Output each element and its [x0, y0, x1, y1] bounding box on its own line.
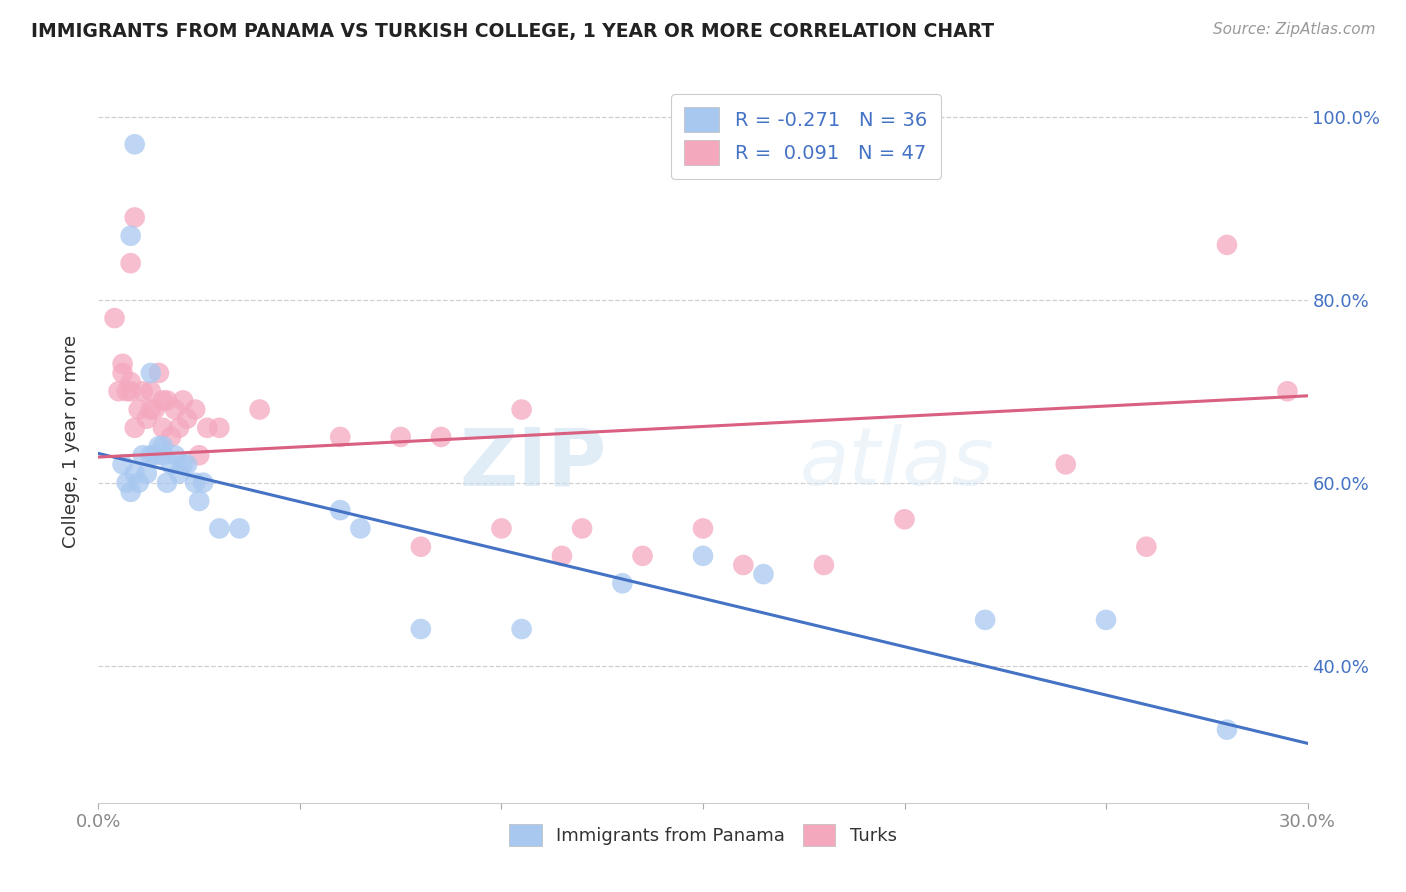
Point: [349, 521, 371, 535]
Point: [120, 228, 142, 243]
Point: [208, 421, 231, 435]
Point: [120, 256, 142, 270]
Point: [188, 448, 211, 462]
Point: [135, 411, 157, 425]
Point: [1216, 723, 1239, 737]
Point: [974, 613, 997, 627]
Point: [132, 448, 155, 462]
Point: [188, 494, 211, 508]
Point: [195, 421, 218, 435]
Point: [430, 430, 453, 444]
Text: Source: ZipAtlas.com: Source: ZipAtlas.com: [1212, 22, 1375, 37]
Point: [631, 549, 654, 563]
Text: ZIP: ZIP: [458, 425, 606, 502]
Point: [491, 521, 513, 535]
Point: [152, 448, 174, 462]
Point: [409, 622, 432, 636]
Point: [115, 384, 138, 399]
Point: [124, 467, 146, 481]
Point: [152, 393, 174, 408]
Point: [409, 540, 432, 554]
Point: [1054, 458, 1077, 472]
Point: [111, 357, 134, 371]
Point: [115, 475, 138, 490]
Point: [163, 402, 186, 417]
Point: [752, 567, 775, 582]
Point: [111, 366, 134, 380]
Point: [389, 430, 412, 444]
Point: [510, 402, 533, 417]
Point: [172, 393, 194, 408]
Point: [176, 458, 198, 472]
Point: [160, 458, 183, 472]
Point: [152, 439, 174, 453]
Point: [139, 448, 162, 462]
Point: [551, 549, 574, 563]
Point: [176, 411, 198, 425]
Point: [692, 521, 714, 535]
Point: [135, 467, 157, 481]
Point: [184, 475, 207, 490]
Point: [124, 211, 146, 225]
Point: [692, 549, 714, 563]
Point: [329, 503, 352, 517]
Point: [813, 558, 835, 572]
Point: [120, 375, 142, 389]
Point: [124, 421, 146, 435]
Point: [103, 311, 125, 326]
Point: [124, 137, 146, 152]
Point: [510, 622, 533, 636]
Point: [249, 402, 271, 417]
Y-axis label: College, 1 year or more: College, 1 year or more: [62, 335, 80, 548]
Point: [111, 458, 134, 472]
Point: [143, 448, 166, 462]
Point: [128, 402, 150, 417]
Point: [128, 475, 150, 490]
Point: [163, 448, 186, 462]
Point: [167, 421, 190, 435]
Point: [139, 402, 162, 417]
Point: [148, 366, 170, 380]
Point: [1216, 238, 1239, 252]
Point: [329, 430, 352, 444]
Point: [193, 475, 215, 490]
Point: [228, 521, 250, 535]
Point: [893, 512, 915, 526]
Point: [156, 475, 179, 490]
Point: [208, 521, 231, 535]
Point: [612, 576, 634, 591]
Point: [1277, 384, 1299, 399]
Point: [107, 384, 129, 399]
Point: [184, 402, 207, 417]
Legend: Immigrants from Panama, Turks: Immigrants from Panama, Turks: [496, 812, 910, 859]
Point: [156, 393, 179, 408]
Point: [160, 430, 183, 444]
Point: [120, 484, 142, 499]
Point: [143, 402, 166, 417]
Point: [167, 467, 190, 481]
Point: [733, 558, 755, 572]
Point: [120, 384, 142, 399]
Point: [1135, 540, 1157, 554]
Point: [152, 421, 174, 435]
Text: IMMIGRANTS FROM PANAMA VS TURKISH COLLEGE, 1 YEAR OR MORE CORRELATION CHART: IMMIGRANTS FROM PANAMA VS TURKISH COLLEG…: [31, 22, 994, 41]
Point: [139, 384, 162, 399]
Point: [571, 521, 593, 535]
Point: [148, 439, 170, 453]
Point: [139, 366, 162, 380]
Point: [132, 384, 155, 399]
Point: [1095, 613, 1118, 627]
Point: [172, 458, 194, 472]
Text: atlas: atlas: [800, 425, 994, 502]
